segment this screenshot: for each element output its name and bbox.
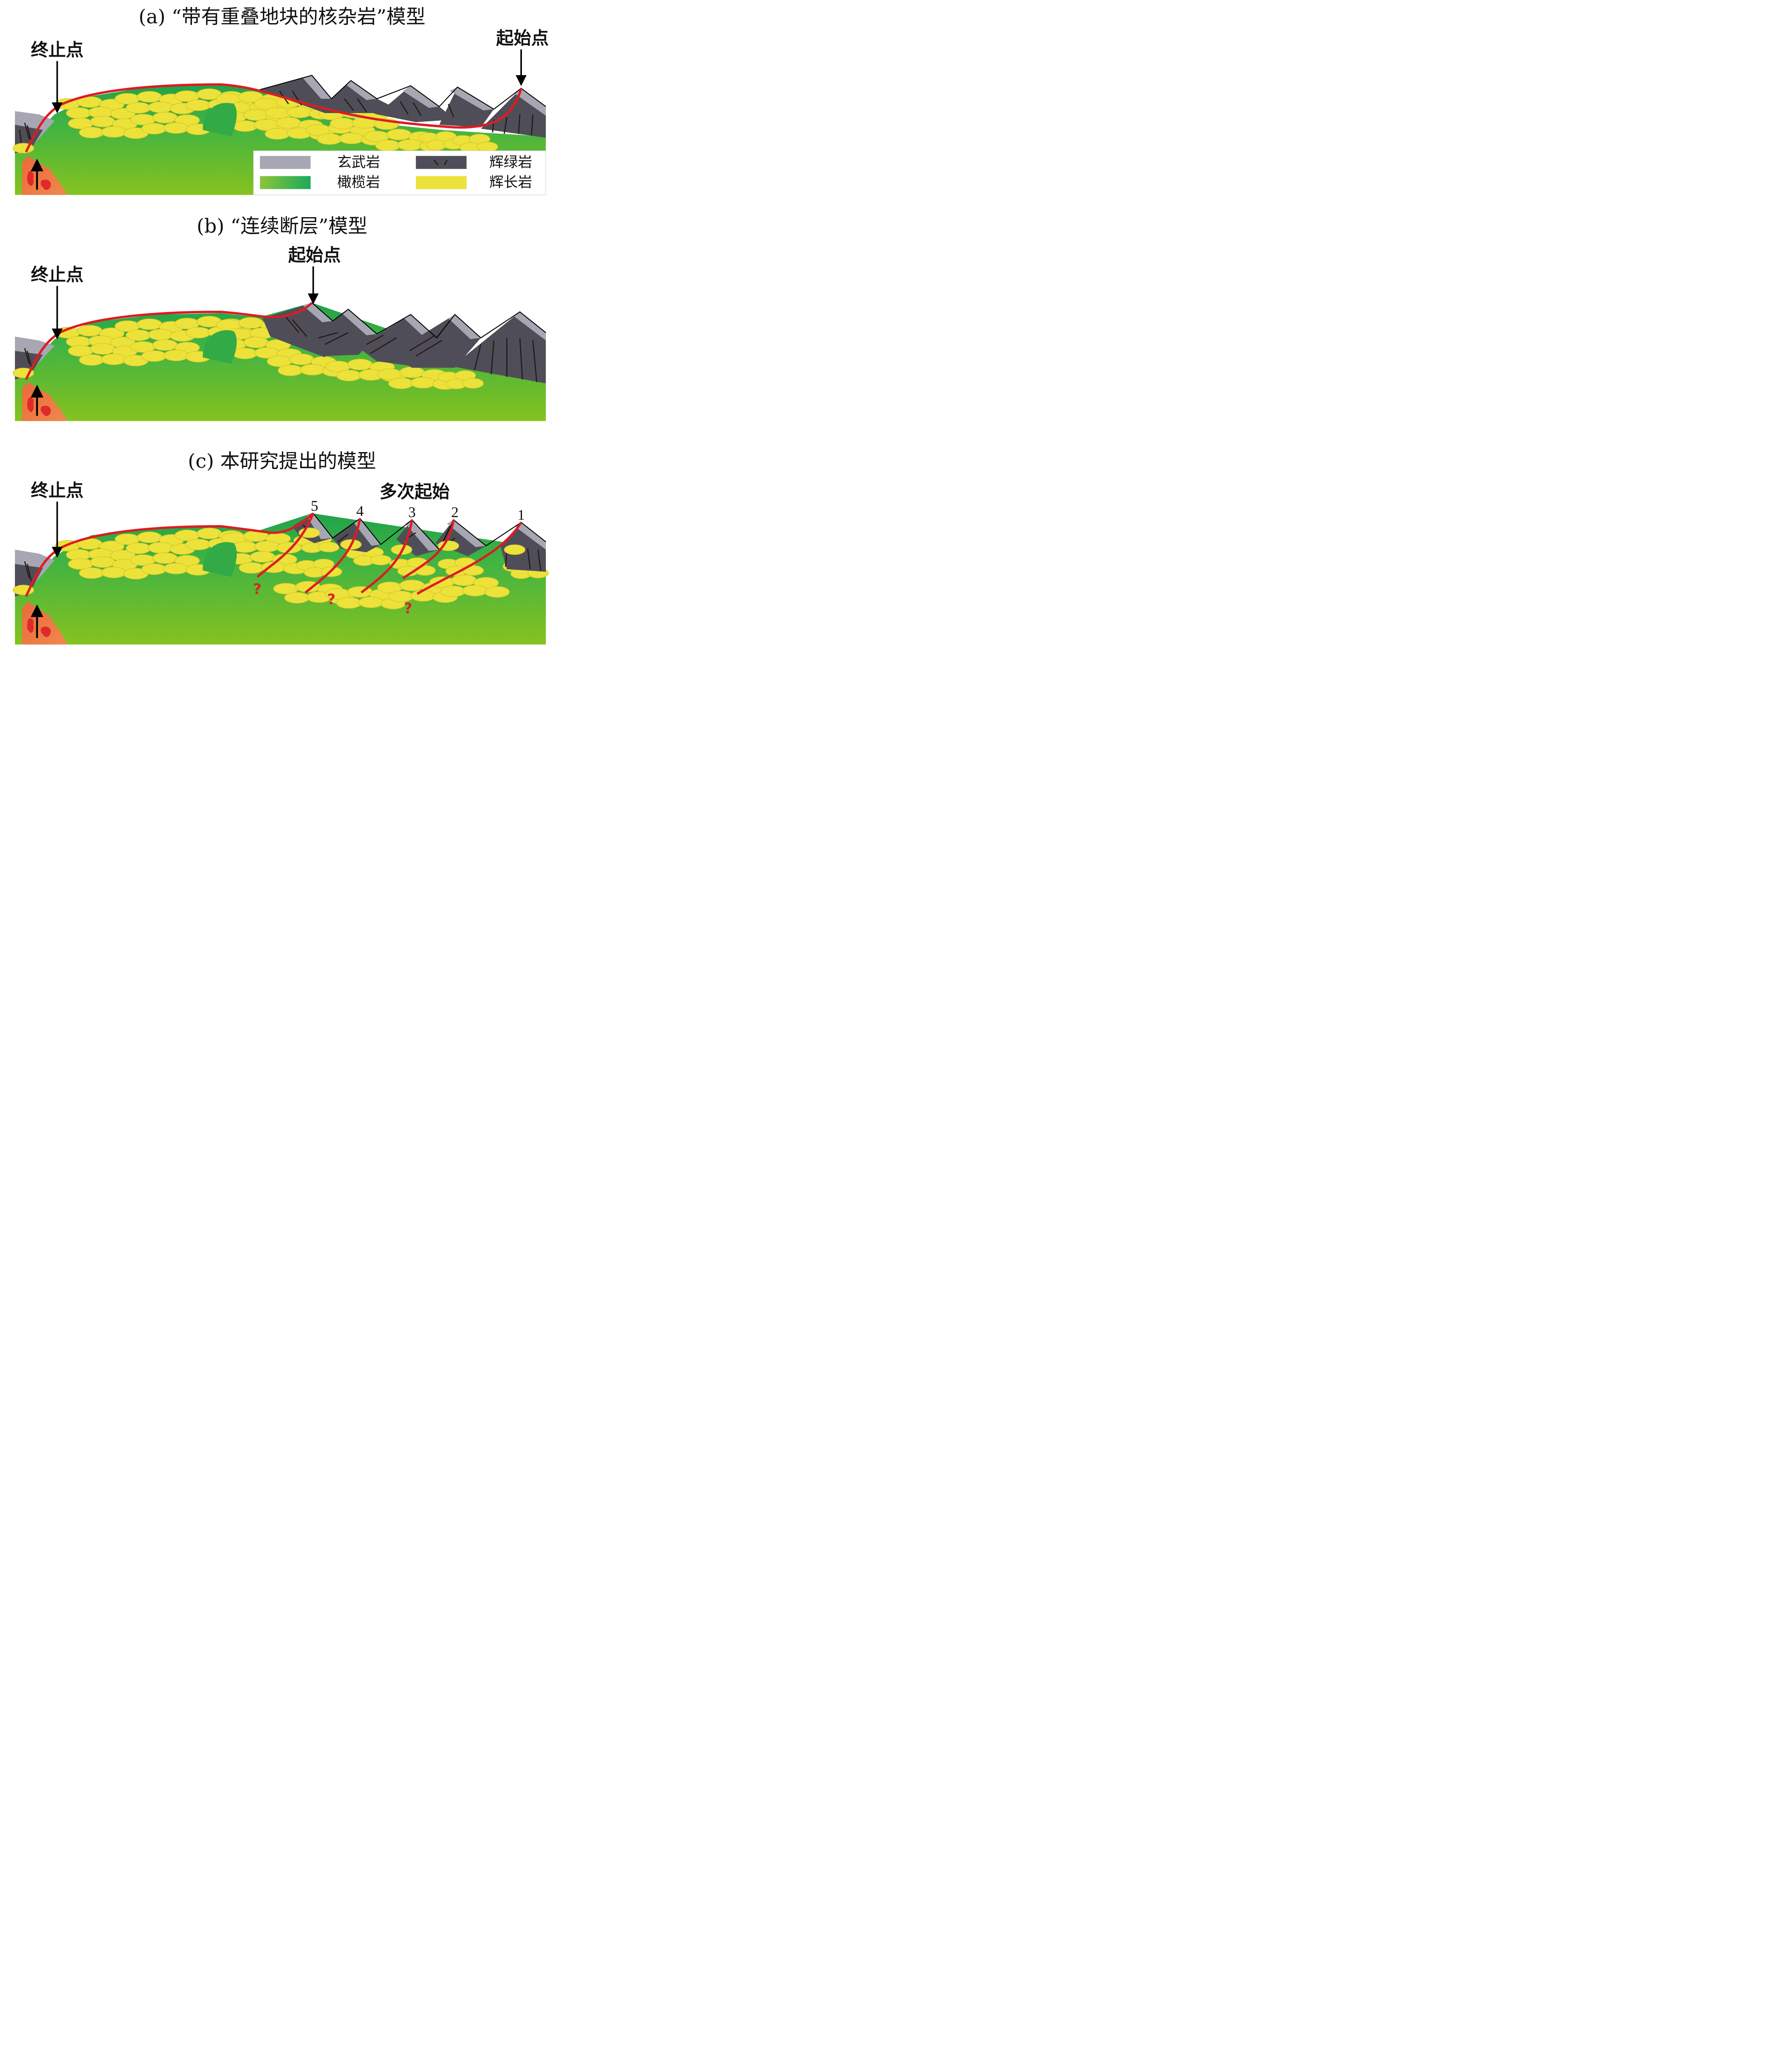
- panel-a: (a) “带有重叠地块的核杂岩”模型: [13, 6, 549, 195]
- legend-gabbro-swatch: [416, 176, 467, 189]
- initiation-number-3: 3: [408, 504, 416, 521]
- panel-b-title: (b) “连续断层”模型: [197, 215, 367, 237]
- panel-a-initiation-label: 起始点: [496, 28, 549, 49]
- question-mark-1: ?: [253, 581, 261, 597]
- panel-c-multiple-initiation-label: 多次起始: [379, 482, 450, 502]
- panel-c-title: (c) 本研究提出的模型: [188, 450, 376, 473]
- question-mark-3: ?: [404, 601, 412, 617]
- legend-peridotite-swatch: [260, 176, 311, 189]
- legend-diabase-label: 辉绿岩: [489, 154, 532, 171]
- question-mark-2: ?: [327, 592, 336, 608]
- panel-a-termination-label: 终止点: [31, 40, 83, 60]
- initiation-number-4: 4: [356, 503, 364, 519]
- panel-c: (c) 本研究提出的模型: [13, 450, 548, 644]
- diagram-svg: (a) “带有重叠地块的核杂岩”模型: [0, 0, 564, 649]
- panel-b-initiation-label: 起始点: [288, 246, 341, 266]
- initiation-number-2: 2: [451, 504, 459, 521]
- legend: 玄武岩 辉绿岩 橄榄岩 辉长岩: [254, 151, 546, 195]
- legend-basalt-swatch: [260, 156, 311, 169]
- legend-diabase-swatch: [416, 156, 467, 169]
- legend-peridotite-label: 橄榄岩: [337, 174, 380, 191]
- panel-b-termination-label: 终止点: [31, 265, 83, 285]
- panel-b: (b) “连续断层”模型: [13, 215, 545, 421]
- figure-canvas: (a) “带有重叠地块的核杂岩”模型: [0, 0, 564, 649]
- panel-c-termination-label: 终止点: [31, 481, 83, 501]
- panel-a-title: (a) “带有重叠地块的核杂岩”模型: [139, 6, 426, 28]
- legend-basalt-label: 玄武岩: [337, 154, 380, 171]
- initiation-number-5: 5: [311, 497, 318, 514]
- legend-gabbro-label: 辉长岩: [489, 174, 532, 191]
- initiation-number-1: 1: [517, 507, 525, 523]
